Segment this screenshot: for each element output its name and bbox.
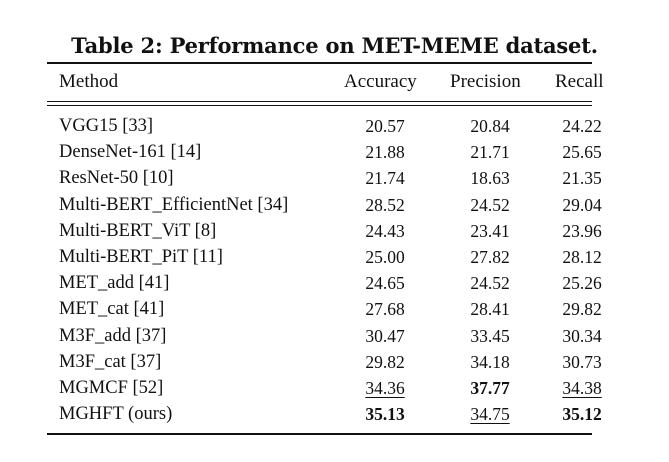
bottom-rule <box>47 433 592 435</box>
method-cell: ResNet-50 [10] <box>59 168 174 189</box>
header-accuracy: Accuracy <box>344 71 417 92</box>
table-row: MET_cat [41] 27.68 28.41 29.82 <box>0 297 669 323</box>
method-cell: MGHFT (ours) <box>59 404 173 425</box>
accuracy-cell: 30.47 <box>365 325 405 346</box>
table-row: Multi-BERT_EfficientNet [34] 28.52 24.52… <box>0 193 669 219</box>
recall-cell: 29.82 <box>562 299 602 320</box>
header-recall: Recall <box>555 71 604 92</box>
header-precision: Precision <box>450 71 521 92</box>
precision-cell: 24.52 <box>470 194 510 215</box>
recall-cell: 34.38 <box>562 377 602 398</box>
precision-cell: 37.77 <box>470 377 510 398</box>
precision-cell: 34.75 <box>470 404 510 425</box>
top-rule <box>47 62 592 64</box>
method-cell: VGG15 [33] <box>59 116 154 136</box>
accuracy-cell: 21.88 <box>365 142 405 163</box>
accuracy-cell: 24.65 <box>365 273 405 294</box>
precision-cell: 18.63 <box>470 168 510 189</box>
recall-cell: 25.65 <box>562 142 602 163</box>
recall-cell: 25.26 <box>562 273 602 294</box>
table-header-row: Method Accuracy Precision Recall <box>0 71 669 95</box>
precision-cell: 20.84 <box>470 116 510 136</box>
precision-cell: 28.41 <box>470 299 510 320</box>
method-cell: MET_cat [41] <box>59 299 165 320</box>
table-caption: Table 2: Performance on MET-MEME dataset… <box>71 33 598 58</box>
accuracy-cell: 35.13 <box>365 404 405 425</box>
method-cell: M3F_cat [37] <box>59 351 162 372</box>
precision-cell: 23.41 <box>470 220 510 241</box>
table-row: ResNet-50 [10] 21.74 18.63 21.35 <box>0 166 669 192</box>
table-body: VGG15 [33] 20.57 20.84 24.22 DenseNet-16… <box>0 114 669 428</box>
precision-cell: 34.18 <box>470 351 510 372</box>
recall-cell: 30.73 <box>562 351 602 372</box>
precision-cell: 27.82 <box>470 246 510 267</box>
precision-cell: 24.52 <box>470 273 510 294</box>
recall-cell: 23.96 <box>562 220 602 241</box>
table-row: VGG15 [33] 20.57 20.84 24.22 <box>0 114 669 140</box>
method-cell: DenseNet-161 [14] <box>59 142 202 163</box>
header-rule-upper <box>47 101 592 102</box>
precision-cell: 33.45 <box>470 325 510 346</box>
method-cell: M3F_add [37] <box>59 325 167 346</box>
table-row: M3F_add [37] 30.47 33.45 30.34 <box>0 324 669 350</box>
accuracy-cell: 28.52 <box>365 194 405 215</box>
accuracy-cell: 29.82 <box>365 351 405 372</box>
recall-cell: 29.04 <box>562 194 602 215</box>
method-cell: Multi-BERT_EfficientNet [34] <box>59 194 289 215</box>
recall-cell: 30.34 <box>562 325 602 346</box>
table-row: Multi-BERT_PiT [11] 25.00 27.82 28.12 <box>0 245 669 271</box>
accuracy-cell: 25.00 <box>365 246 405 267</box>
header-rule-lower <box>47 105 592 106</box>
table-row: DenseNet-161 [14] 21.88 21.71 25.65 <box>0 140 669 166</box>
method-cell: MET_add [41] <box>59 273 170 294</box>
table-row: M3F_cat [37] 29.82 34.18 30.73 <box>0 350 669 376</box>
method-cell: Multi-BERT_ViT [8] <box>59 220 217 241</box>
method-cell: Multi-BERT_PiT [11] <box>59 246 223 267</box>
table-row: MGMCF [52] 34.36 37.77 34.38 <box>0 376 669 402</box>
header-method: Method <box>59 71 119 92</box>
accuracy-cell: 20.57 <box>365 116 405 136</box>
accuracy-cell: 24.43 <box>365 220 405 241</box>
accuracy-cell: 27.68 <box>365 299 405 320</box>
recall-cell: 35.12 <box>562 404 602 425</box>
table-row: MGHFT (ours) 35.13 34.75 35.12 <box>0 402 669 428</box>
accuracy-cell: 21.74 <box>365 168 405 189</box>
recall-cell: 21.35 <box>562 168 602 189</box>
recall-cell: 28.12 <box>562 246 602 267</box>
table-row: MET_add [41] 24.65 24.52 25.26 <box>0 271 669 297</box>
precision-cell: 21.71 <box>470 142 510 163</box>
method-cell: MGMCF [52] <box>59 377 164 398</box>
recall-cell: 24.22 <box>562 116 602 136</box>
table-row: Multi-BERT_ViT [8] 24.43 23.41 23.96 <box>0 219 669 245</box>
accuracy-cell: 34.36 <box>365 377 405 398</box>
